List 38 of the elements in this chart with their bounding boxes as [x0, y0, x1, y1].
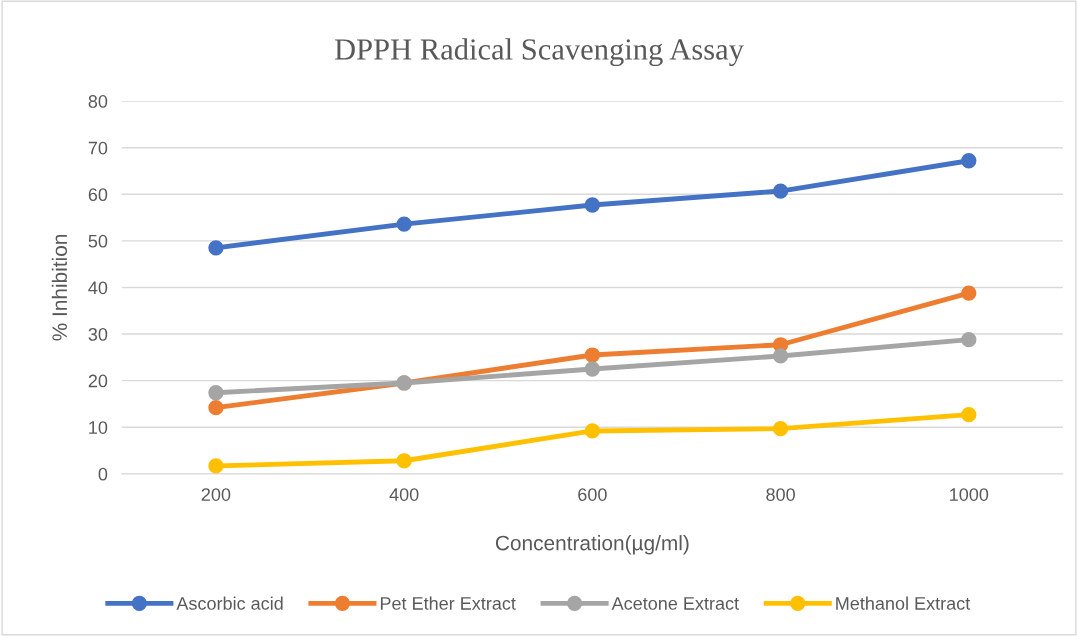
point	[584, 361, 601, 377]
point	[772, 183, 789, 199]
y-tick-label: 70	[88, 141, 108, 155]
legend-label: Pet Ether Extract	[380, 596, 516, 610]
y-tick-label: 80	[88, 95, 108, 108]
y-tick-label: 60	[88, 188, 108, 202]
y-tick-label: 40	[88, 281, 108, 295]
point	[208, 240, 224, 256]
x-axis-title: Concentration(µg/ml)	[495, 535, 689, 555]
x-tick-label: 600	[578, 488, 607, 501]
y-tick-label: 0	[98, 467, 108, 481]
point	[208, 385, 224, 401]
x-tick-label: 1000	[950, 488, 989, 501]
point	[772, 348, 789, 364]
x-tick-label: 800	[766, 488, 795, 501]
x-tick-label: 400	[389, 488, 419, 501]
legend-label: Methanol Extract	[836, 596, 971, 610]
point	[961, 153, 977, 169]
point	[961, 285, 977, 301]
y-tick-label: 20	[88, 374, 108, 388]
chart-title: DPPH Radical Scavenging Assay	[334, 38, 744, 67]
point	[396, 216, 412, 232]
point	[396, 453, 412, 469]
y-tick-label: 50	[88, 234, 108, 248]
point	[584, 423, 601, 439]
y-tick-label: 30	[88, 327, 108, 341]
y-tick-label: 10	[89, 421, 108, 434]
point	[208, 400, 224, 416]
point	[584, 347, 601, 363]
point	[208, 458, 224, 474]
point	[584, 197, 601, 213]
point	[961, 407, 977, 423]
point	[772, 420, 789, 437]
y-axis-title: % Inhibition	[51, 234, 68, 341]
x-tick-label: 200	[201, 488, 231, 501]
legend-label: Ascorbic acid	[176, 596, 283, 610]
point	[961, 332, 977, 348]
legend-label: Acetone Extract	[611, 597, 739, 610]
